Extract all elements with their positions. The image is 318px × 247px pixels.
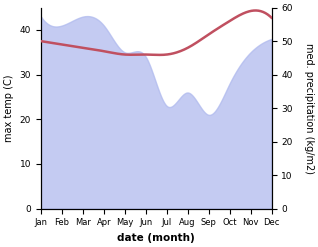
Y-axis label: max temp (C): max temp (C)	[4, 74, 14, 142]
Y-axis label: med. precipitation (kg/m2): med. precipitation (kg/m2)	[304, 43, 314, 174]
X-axis label: date (month): date (month)	[117, 233, 195, 243]
